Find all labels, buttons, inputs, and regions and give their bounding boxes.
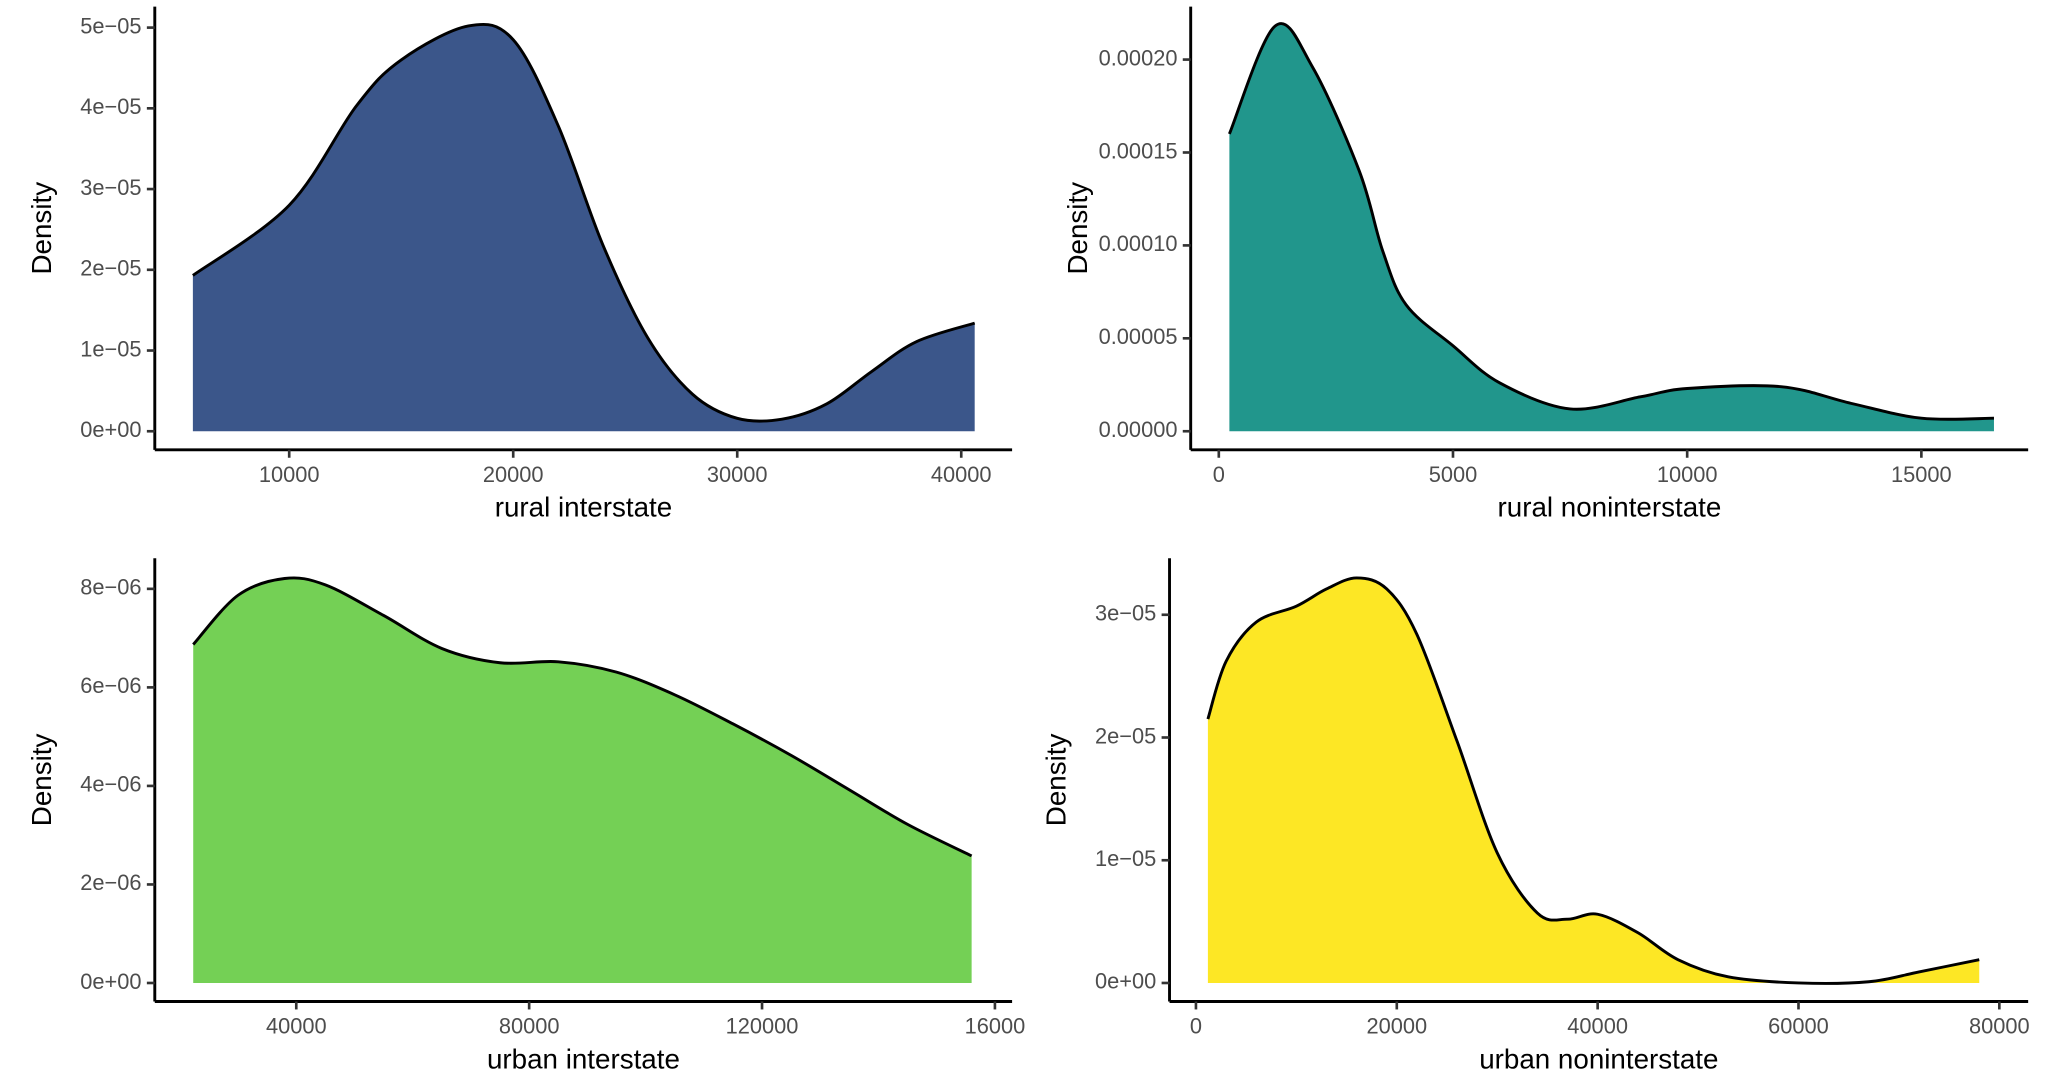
y-tick-label: 5e−05 [80,13,141,38]
density-line [192,576,973,858]
density-area [1229,23,1994,432]
y-axis-title: Density [26,182,57,275]
x-axis-title: urban noninterstate [1479,1043,1718,1072]
x-tick-label: 120000 [726,1014,799,1039]
density-area [193,577,972,983]
density-line [1206,576,1980,985]
x-tick-label: 30000 [707,462,768,487]
panel: 0.00000 0.00005 0.00010 0.00015 0.00020 0 5000… [1062,6,2029,523]
y-tick-label: 0e+00 [1095,969,1156,994]
y-axis-title: Density [1062,182,1093,275]
x-tick-label: 20000 [483,462,544,487]
panels: 0e+00 1e−05 2e−05 3e−05 4e−05 5e−05 10000 20000… [26,6,2030,1072]
x-axis-title: urban interstate [487,1043,680,1072]
y-tick-label: 6e−06 [80,673,141,698]
x-axis-title: rural noninterstate [1498,492,1722,523]
x-tick-label: 20000 [1366,1014,1427,1039]
y-tick-label: 0.00000 [1099,417,1178,442]
y-tick-label: 1e−05 [80,336,141,361]
panel: 0e+00 2e−06 4e−06 6e−06 8e−06 40000 80000 12000… [26,558,1025,1072]
y-axis-title: Density [1041,734,1072,827]
density-line [192,22,976,423]
y-axis-title: Density [26,734,57,827]
x-tick-label: 0 [1190,1014,1202,1039]
y-tick-label: 8e−06 [80,575,141,600]
x-tick-label: 5000 [1429,462,1478,487]
x-tick-label: 10000 [1657,462,1718,487]
panel: 0e+00 1e−05 2e−05 3e−05 4e−05 5e−05 10000 20000… [26,6,1013,523]
y-tick-label: 0.00020 [1099,45,1178,70]
x-tick-label: 40000 [931,462,992,487]
x-tick-label: 40000 [1567,1014,1628,1039]
y-tick-label: 4e−06 [80,772,141,797]
x-tick-label: 80000 [1969,1014,2030,1039]
y-tick-label: 3e−05 [1095,601,1156,626]
x-axis-title: rural interstate [495,492,672,523]
panel: 0e+00 1e−05 2e−05 3e−05 0 20000 40000 60000 8000… [1041,558,2030,1072]
x-tick-label: 80000 [499,1014,560,1039]
y-tick-label: 0.00015 [1099,138,1178,163]
x-tick-label: 15000 [1891,462,1952,487]
density-area [192,24,975,432]
y-tick-label: 0.00005 [1099,324,1178,349]
x-tick-label: 40000 [266,1014,327,1039]
density-line [1228,22,1994,421]
y-tick-label: 1e−05 [1095,846,1156,871]
x-tick-label: 16000 [965,1014,1026,1039]
y-tick-label: 2e−05 [80,256,141,281]
y-tick-label: 4e−05 [80,94,141,119]
density-area [1207,577,1980,984]
x-tick-label: 10000 [259,462,320,487]
x-tick-label: 60000 [1768,1014,1829,1039]
y-tick-label: 2e−05 [1095,723,1156,748]
y-tick-label: 0.00010 [1099,231,1178,256]
x-tick-label: 0 [1213,462,1225,487]
y-tick-label: 3e−05 [80,175,141,200]
y-tick-label: 0e+00 [80,969,141,994]
y-tick-label: 2e−06 [80,870,141,895]
y-tick-label: 0e+00 [80,417,141,442]
